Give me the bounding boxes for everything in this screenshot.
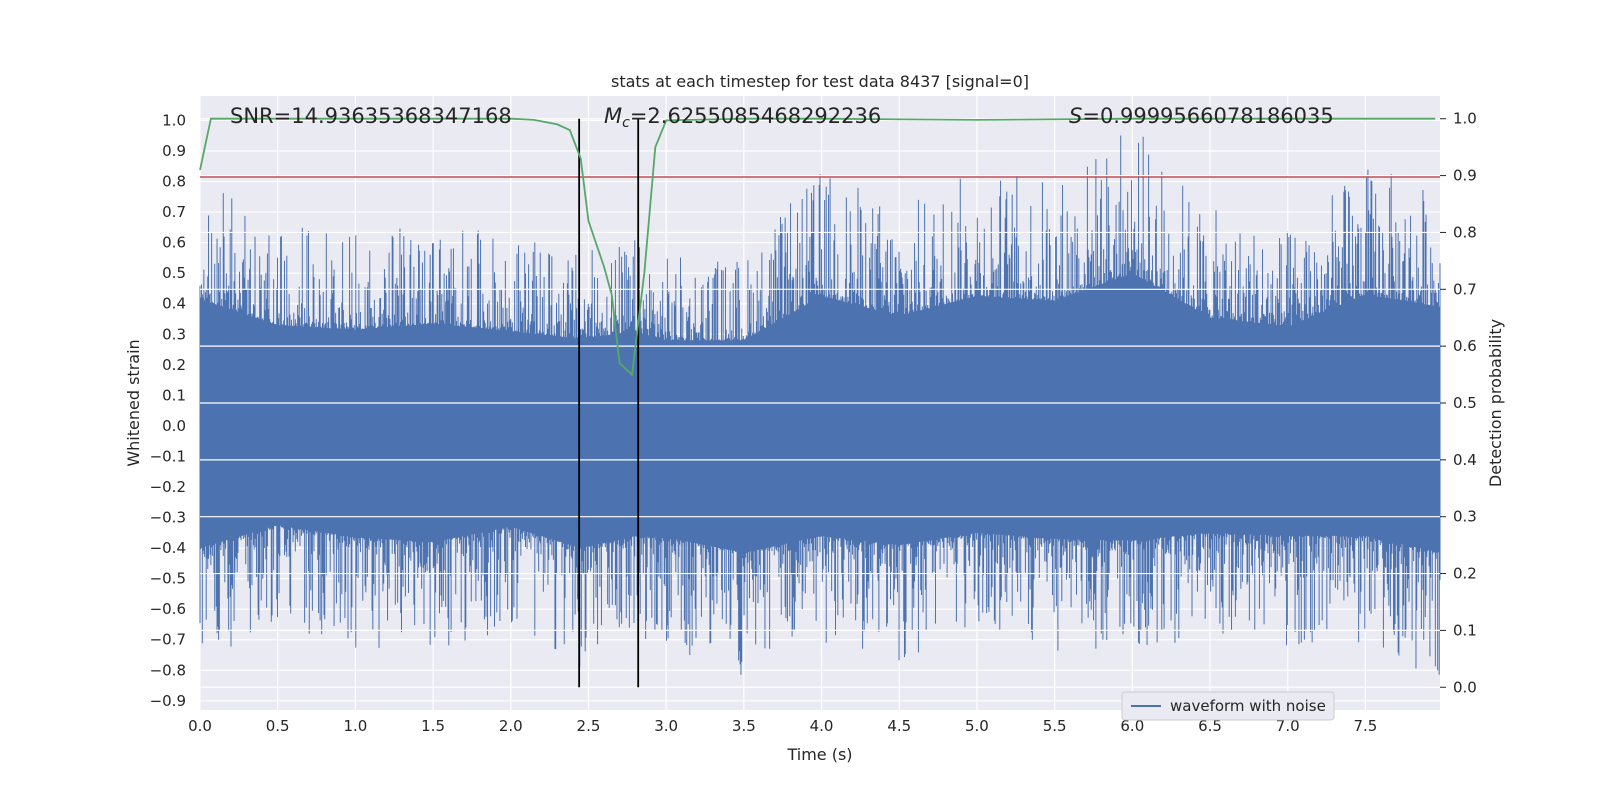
y-left-tick-label: −0.4 [150,539,186,557]
legend-box [1121,691,1335,721]
y-left-tick-label: −0.6 [150,600,186,618]
y-left-tick-label: 0.4 [162,295,186,313]
y-right-axis-label: Detection probability [1486,319,1505,487]
y-right-tick-label: 0.3 [1453,508,1477,526]
detection-probability-series [199,117,1436,377]
y-left-tick-label: 0.0 [162,417,186,435]
x-axis-ticks: 0.0 0.5 1.0 1.5 2.0 2.5 3.0 3.5 4.0 4.5 5.0 5.5 6.0 6… [188,717,1377,735]
y-left-tick-label: 0.2 [162,356,186,374]
y-left-tick-label: 0.1 [162,386,186,404]
y-right-tick-label: 1.0 [1453,110,1477,128]
x-tick-label: 0.0 [188,717,212,735]
snr-annotation: SNR=14.93635368347168 [230,104,512,128]
x-tick-label: 2.0 [499,717,523,735]
y-right-tick-label: 0.5 [1453,394,1477,412]
x-tick-label: 5.0 [965,717,989,735]
chirp-mass-subscript: c [622,115,630,131]
y-left-tick-label: 0.6 [162,234,186,252]
y-left-axis-label: Whitened strain [124,339,143,466]
y-left-tick-label: −0.3 [150,509,186,527]
x-tick-label: 3.5 [732,717,756,735]
y-right-tick-label: 0.1 [1453,621,1477,639]
legend-label: waveform with noise [1170,697,1326,715]
y-right-tick-label: 0.0 [1453,678,1477,696]
y-left-tick-label: −0.9 [150,692,186,710]
x-tick-label: 4.0 [810,717,834,735]
x-tick-label: 3.0 [654,717,678,735]
x-tick-label: 7.5 [1353,717,1377,735]
x-tick-label: 6.5 [1198,717,1222,735]
x-tick-label: 6.0 [1120,717,1144,735]
y-right-tick-label: 0.9 [1453,167,1477,185]
s-value: =0.9999566078186035 [1082,104,1333,128]
y-left-tick-label: 0.7 [162,203,186,221]
x-tick-label: 5.5 [1043,717,1067,735]
y-right-tick-label: 0.8 [1453,223,1477,241]
x-tick-label: 1.5 [421,717,445,735]
y-left-tick-label: 0.3 [162,325,186,343]
y-left-tick-label: −0.7 [150,631,186,649]
x-axis-label: Time (s) [786,745,852,764]
y-right-tick-label: 0.7 [1453,280,1477,298]
y-left-tick-label: −0.2 [150,478,186,496]
x-tick-label: 4.5 [887,717,911,735]
plot-area [199,117,1441,688]
waveform-with-noise-series [199,135,1441,675]
x-tick-label: 0.5 [266,717,290,735]
y-right-tick-label: 0.4 [1453,451,1477,469]
y-right-axis-ticks: 1.0 0.9 0.8 0.7 0.6 0.5 0.4 0.3 0.2 0.1 0.0 [1440,110,1477,696]
s-annotation: S=0.9999566078186035 [1069,104,1334,128]
legend: waveform with noise [1121,691,1335,721]
chirp-mass-annotation: Mc=2.6255085468292236 [604,104,881,131]
y-right-tick-label: 0.6 [1453,337,1477,355]
y-left-tick-label: 0.9 [162,142,186,160]
y-left-tick-label: −0.5 [150,570,186,588]
chirp-mass-value: =2.6255085468292236 [630,104,881,128]
y-left-tick-label: −0.1 [150,447,186,465]
chirp-mass-symbol: M [604,104,622,128]
chart-title: stats at each timestep for test data 843… [611,72,1029,91]
x-tick-label: 7.0 [1276,717,1300,735]
y-left-tick-label: 1.0 [162,111,186,129]
x-tick-label: 1.0 [343,717,367,735]
y-left-tick-label: 0.5 [162,264,186,282]
y-left-tick-label: −0.8 [150,661,186,679]
s-symbol: S [1069,104,1082,128]
y-right-tick-label: 0.2 [1453,565,1477,583]
x-tick-label: 2.5 [577,717,601,735]
y-left-tick-label: 0.8 [162,173,186,191]
y-left-axis-ticks: 1.0 0.9 0.8 0.7 0.6 0.5 0.4 0.3 0.2 0.1 0.0 −0.1 −0.… [150,111,186,709]
